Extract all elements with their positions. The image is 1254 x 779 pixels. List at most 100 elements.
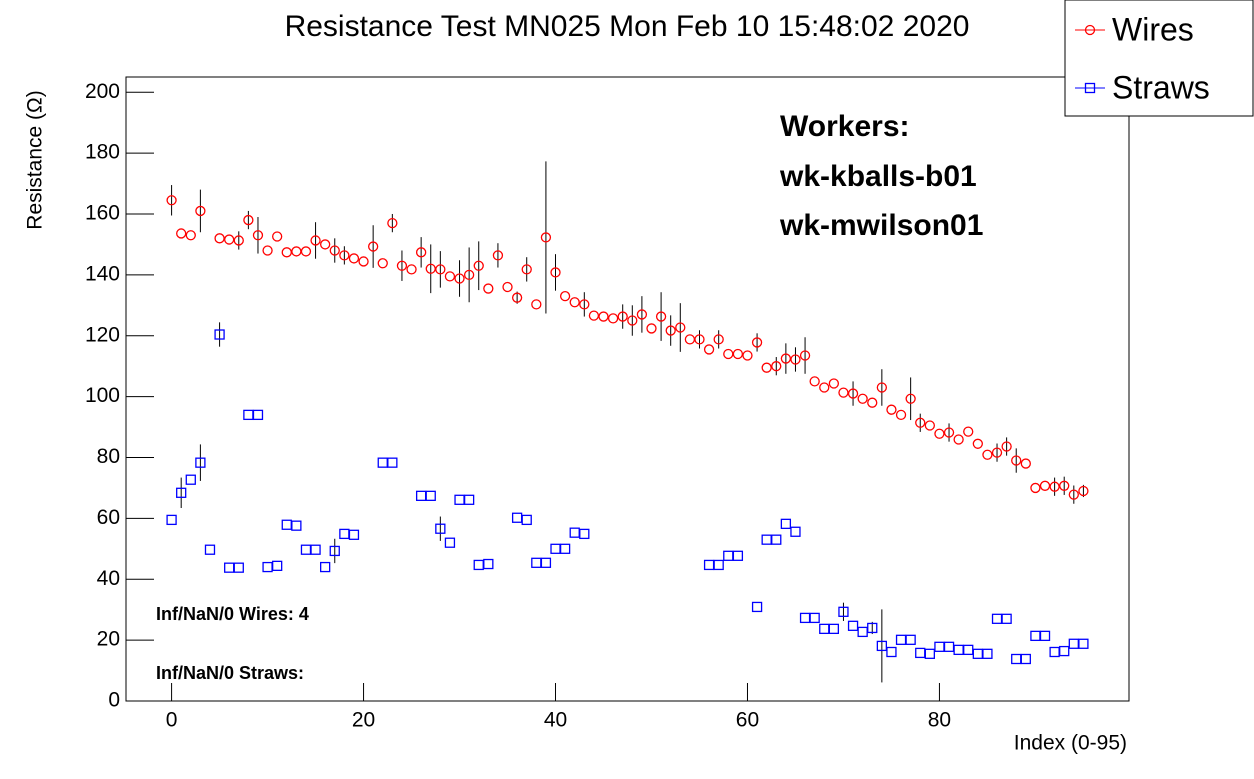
y-tick-label: 120 [85,323,120,346]
point [675,322,686,333]
point [809,612,820,624]
point [368,241,379,252]
point [1011,455,1022,466]
y-tick-label: 100 [85,384,120,407]
x-tick-label: 40 [544,709,567,732]
point [982,648,993,659]
point [838,387,849,398]
point [252,230,264,241]
point [569,297,580,308]
point [233,562,244,573]
point [214,329,225,340]
point [454,273,465,284]
point [320,239,331,250]
point [1001,441,1012,452]
point [713,559,724,571]
point [1078,638,1089,649]
point [310,544,321,555]
point [886,646,897,658]
point [540,232,552,243]
point [665,325,676,336]
point [953,434,964,445]
x-tick-label: 0 [166,709,178,732]
point [732,550,744,561]
point [982,449,993,460]
point [492,250,504,261]
point [483,283,494,294]
point [627,315,638,326]
point [1001,613,1012,624]
point [915,417,926,428]
point [176,487,187,498]
point [886,404,897,415]
y-tick-label: 140 [85,262,120,285]
point [502,281,513,293]
point [1039,630,1051,642]
point [521,264,532,275]
point [838,606,849,617]
point [521,514,532,526]
point [790,526,801,537]
point [598,311,609,322]
point [579,299,590,310]
point [204,544,216,555]
note: Inf/NaN/0 Wires: 4 [156,604,309,624]
point [387,457,398,468]
point [828,623,840,635]
point [646,323,657,334]
point [1020,653,1031,665]
point [473,260,484,271]
y-tick-label: 180 [85,141,120,164]
point [310,235,321,246]
point [1039,480,1051,491]
point [435,264,446,275]
point [588,310,600,321]
x-tick-label: 60 [736,709,759,732]
point [281,247,292,258]
point [751,601,763,613]
point [799,350,811,361]
chart-title: Resistance Test MN025 Mon Feb 10 15:48:0… [285,10,970,43]
point [934,428,945,439]
point [828,378,840,389]
point [1030,482,1041,494]
point [694,334,705,345]
point [636,309,648,320]
point [291,520,302,531]
point [348,253,360,264]
point [540,557,552,568]
annotation: wk-mwilson01 [779,209,983,242]
point [176,228,187,239]
point [809,376,820,387]
point [406,264,417,275]
point [819,382,830,393]
point [1068,489,1079,500]
point [655,311,667,322]
point [272,231,283,242]
point [790,354,801,365]
point [358,256,369,267]
legend-marker [1084,82,1096,94]
annotation: Workers: [780,110,910,143]
y-tick-label: 60 [97,506,120,529]
point [876,640,887,652]
point [463,494,475,505]
point [1078,485,1089,497]
point [867,622,878,634]
x-tick-label: 20 [352,709,375,732]
point [272,560,283,572]
point [329,545,340,557]
legend-marker [1084,24,1096,36]
plot-frame [125,76,1130,702]
point [876,382,887,393]
point [425,490,436,501]
point [579,528,590,540]
y-tick-label: 160 [85,202,120,225]
y-tick-label: 40 [97,567,120,590]
point [857,393,868,404]
point [1059,480,1070,491]
annotation: wk-kballs-b01 [779,160,977,193]
point [847,388,859,399]
